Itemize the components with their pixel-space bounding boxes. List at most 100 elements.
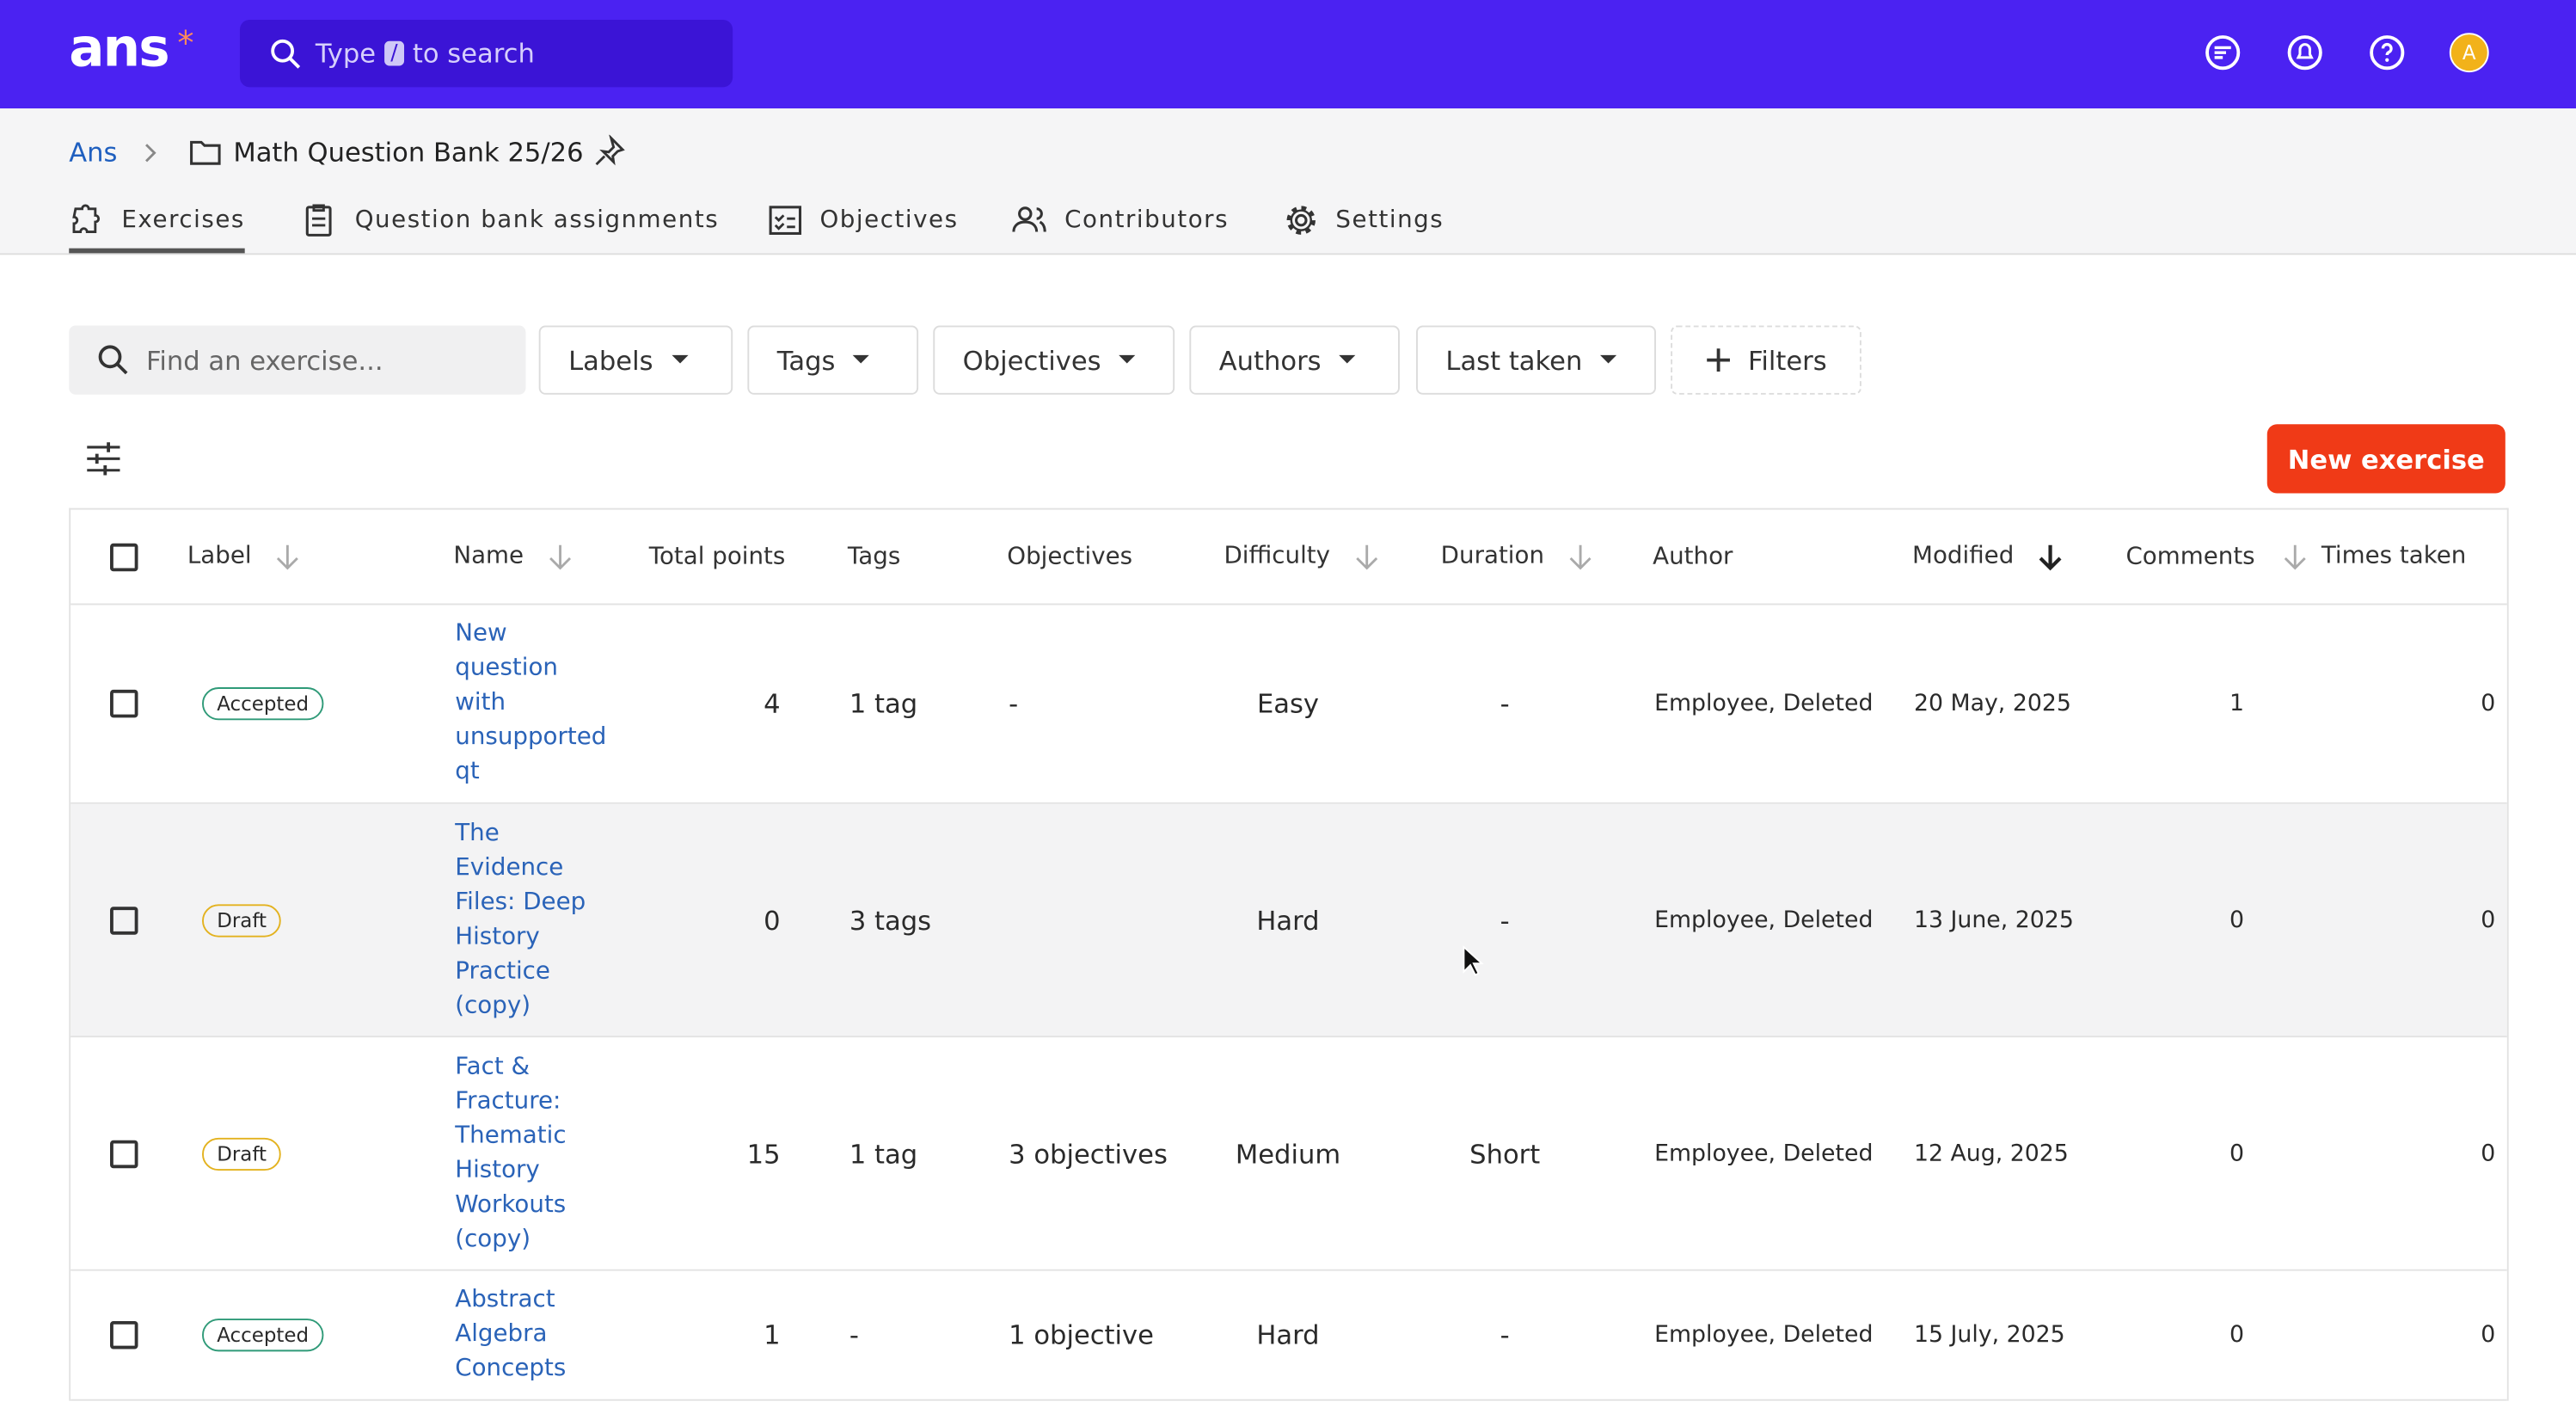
row-checkbox[interactable] [110, 1139, 138, 1168]
tab[interactable]: Exercises [69, 202, 245, 238]
cell-value: 1 [2229, 690, 2245, 717]
filter-label: Authors [1218, 344, 1322, 376]
sort-arrow [1355, 544, 1377, 569]
search-icon [271, 38, 301, 68]
table-row[interactable]: Accepted Abstract Algebra Concepts 1 - 1 obj… [71, 1270, 2507, 1401]
filter-label: Objectives [962, 344, 1101, 376]
filter-button[interactable]: Objectives [933, 325, 1175, 395]
chevron [145, 144, 156, 163]
tab[interactable]: Settings [1283, 202, 1444, 238]
cell-value: 3 objectives [1009, 1137, 1168, 1170]
tab[interactable]: Question bank assignments [303, 202, 720, 238]
cell-value: 1 tag [849, 1137, 918, 1170]
tab-label: Objectives [819, 206, 959, 234]
table-row[interactable]: Accepted New question with unsupported qt… [71, 605, 2507, 804]
cell-value: 15 [746, 1137, 781, 1170]
row-checkbox[interactable] [110, 689, 138, 718]
exercise-name[interactable]: The Evidence Files: Deep History Practic… [455, 819, 586, 1019]
cell-value: Employee, Deleted [1654, 907, 1874, 933]
pin-icon[interactable] [593, 134, 626, 168]
filter-button[interactable]: Labels [538, 325, 733, 395]
label-chip: Draft [202, 1136, 282, 1171]
cell-value: 3 tags [849, 904, 932, 936]
tab-label: Contributors [1064, 206, 1230, 234]
cell-value: 0 [2481, 1321, 2496, 1349]
cell-value: - [1500, 904, 1510, 936]
add-filter[interactable]: Filters [1671, 325, 1861, 395]
tab[interactable]: Contributors [1012, 202, 1229, 238]
filter-button[interactable]: Last taken [1416, 325, 1656, 395]
column-header[interactable]: Duration [1441, 543, 1594, 570]
column-title: Tags [847, 543, 901, 570]
search-text: Type [315, 37, 377, 70]
column-header[interactable]: Difficulty [1224, 543, 1379, 570]
tab[interactable]: Objectives [767, 202, 958, 238]
column-header[interactable]: Label [187, 543, 301, 570]
cell-value: Medium [1235, 1137, 1341, 1170]
column-title: Total points [648, 543, 786, 570]
table-row[interactable]: Draft Fact & Fracture: Thematic History W… [71, 1037, 2507, 1271]
notifications-icon[interactable] [2285, 33, 2325, 72]
cell-value: Easy [1256, 688, 1320, 720]
exercise-name[interactable]: New question with unsupported qt [455, 620, 607, 785]
label-chip: Accepted [202, 687, 324, 721]
column-settings-icon[interactable] [85, 440, 121, 476]
column-header[interactable]: Modified [1912, 543, 2064, 570]
dropdown-caret [671, 354, 688, 364]
exercise-name[interactable]: Abstract Algebra Concepts [455, 1286, 567, 1382]
table-header: Label Name Total points Tags Objectives Diffi… [71, 510, 2507, 606]
column-header: Total points [649, 544, 786, 570]
top-bar: ans * Type / to search A [0, 0, 2576, 109]
filter-label: Labels [568, 344, 653, 376]
row-checkbox[interactable] [110, 906, 138, 934]
global-search[interactable]: Type / to search [239, 19, 733, 88]
filter-button[interactable]: Tags [747, 325, 919, 395]
column-header: Author [1653, 544, 1733, 570]
cell-value: 15 July, 2025 [1913, 1321, 2065, 1349]
folder-icon [190, 140, 221, 165]
exercise-name[interactable]: Fact & Fracture: Thematic History Workou… [455, 1053, 567, 1252]
cell-value: Short [1469, 1137, 1541, 1170]
exercise-search[interactable]: Find an exercise... [69, 325, 526, 395]
breadcrumb-current: Math Question Bank 25/26 [233, 136, 584, 168]
search-key: / [383, 40, 405, 66]
cell-value: 4 [764, 688, 781, 720]
new-exercise-button[interactable]: New exercise [2266, 424, 2505, 494]
sort-arrow [549, 544, 571, 569]
plus-icon [1707, 348, 1730, 372]
logo[interactable]: ans [69, 16, 169, 79]
cell-value: 0 [2481, 907, 2496, 933]
cell-value: Hard [1256, 1319, 1320, 1351]
search-placeholder: Find an exercise... [146, 344, 383, 376]
cell-value: 20 May, 2025 [1913, 690, 2071, 717]
column-header: Comments [2125, 544, 2254, 570]
sort-arrow [2284, 544, 2306, 569]
select-all-checkbox[interactable] [110, 542, 138, 571]
cell-value: 1 objective [1009, 1319, 1154, 1351]
cell-value: 12 Aug, 2025 [1913, 1140, 2069, 1167]
tasks-icon[interactable] [2203, 33, 2242, 72]
tab-icon [1286, 206, 1316, 235]
active-tab-indicator [69, 248, 245, 254]
column-title: Author [1653, 543, 1733, 570]
avatar[interactable]: A [2449, 33, 2489, 73]
column-title: Times taken [2321, 543, 2467, 570]
add-filter-label: Filters [1748, 344, 1827, 376]
filter-label: Tags [776, 344, 836, 376]
dropdown-caret [853, 354, 870, 364]
row-checkbox[interactable] [110, 1320, 138, 1349]
search-icon [98, 345, 128, 375]
column-title: Duration [1440, 543, 1545, 570]
cell-value: - [1500, 1319, 1510, 1351]
cell-value: 0 [2229, 1321, 2245, 1349]
help-icon[interactable] [2367, 33, 2407, 72]
column-header[interactable]: Name [453, 543, 573, 570]
cell-value: 0 [764, 904, 781, 936]
column-header[interactable]: Times taken [2282, 543, 2466, 570]
column-title: Objectives [1007, 543, 1133, 570]
table-row[interactable]: Draft The Evidence Files: Deep History Pr… [71, 803, 2507, 1038]
column-header: Tags [848, 544, 900, 570]
filter-button[interactable]: Authors [1189, 325, 1400, 395]
breadcrumb-root[interactable]: Ans [69, 136, 118, 168]
